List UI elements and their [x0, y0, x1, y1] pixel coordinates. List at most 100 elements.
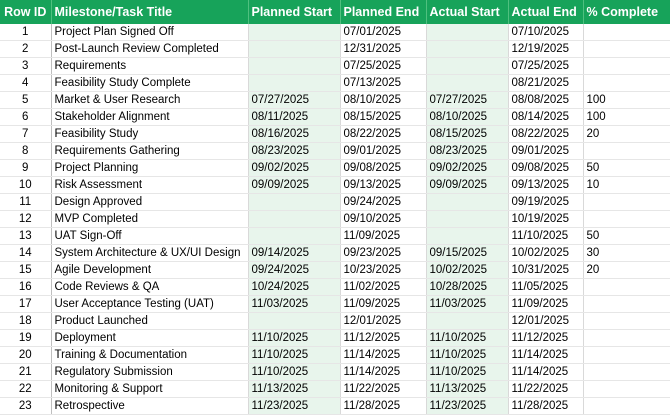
cell-title[interactable]: Stakeholder Alignment [51, 108, 249, 126]
cell-planned-start[interactable] [248, 312, 341, 330]
cell-title[interactable]: MVP Completed [51, 210, 249, 228]
cell-planned-start[interactable] [248, 57, 341, 75]
cell-title[interactable]: Design Approved [51, 193, 249, 211]
cell-title[interactable]: Project Plan Signed Off [51, 24, 249, 41]
cell-actual-end[interactable]: 08/22/2025 [508, 125, 584, 143]
header-planned-end[interactable]: Planned End [340, 0, 427, 24]
cell-title[interactable]: Agile Development [51, 261, 249, 279]
cell-planned-start[interactable]: 07/27/2025 [248, 91, 341, 109]
cell-actual-start[interactable] [426, 312, 509, 330]
cell-row-id[interactable]: 1 [0, 24, 52, 41]
cell-planned-start[interactable]: 11/10/2025 [248, 363, 341, 381]
cell-row-id[interactable]: 19 [0, 329, 52, 347]
cell-row-id[interactable]: 6 [0, 108, 52, 126]
cell-planned-end[interactable]: 09/13/2025 [340, 176, 427, 194]
cell-row-id[interactable]: 5 [0, 91, 52, 109]
cell-percent-complete[interactable] [583, 142, 670, 160]
cell-planned-start[interactable]: 11/13/2025 [248, 380, 341, 398]
cell-planned-start[interactable] [248, 74, 341, 92]
cell-actual-start[interactable]: 11/10/2025 [426, 346, 509, 364]
cell-planned-start[interactable] [248, 210, 341, 228]
cell-row-id[interactable]: 23 [0, 397, 52, 415]
cell-percent-complete[interactable]: 50 [583, 159, 670, 177]
cell-actual-end[interactable]: 10/19/2025 [508, 210, 584, 228]
cell-percent-complete[interactable]: 20 [583, 261, 670, 279]
cell-actual-start[interactable]: 10/02/2025 [426, 261, 509, 279]
cell-planned-start[interactable] [248, 227, 341, 245]
cell-title[interactable]: Feasibility Study Complete [51, 74, 249, 92]
cell-percent-complete[interactable] [583, 74, 670, 92]
cell-percent-complete[interactable]: 20 [583, 125, 670, 143]
cell-percent-complete[interactable]: 100 [583, 91, 670, 109]
cell-title[interactable]: System Architecture & UX/UI Design [51, 244, 249, 262]
cell-planned-start[interactable]: 08/23/2025 [248, 142, 341, 160]
cell-actual-end[interactable]: 11/12/2025 [508, 329, 584, 347]
cell-planned-end[interactable]: 11/22/2025 [340, 380, 427, 398]
cell-actual-end[interactable]: 12/19/2025 [508, 40, 584, 58]
cell-row-id[interactable]: 7 [0, 125, 52, 143]
cell-planned-start[interactable]: 09/09/2025 [248, 176, 341, 194]
cell-actual-start[interactable]: 09/02/2025 [426, 159, 509, 177]
cell-planned-start[interactable]: 11/03/2025 [248, 295, 341, 313]
header-row-id[interactable]: Row ID [0, 0, 52, 24]
cell-planned-end[interactable]: 11/28/2025 [340, 397, 427, 415]
cell-actual-end[interactable]: 09/13/2025 [508, 176, 584, 194]
cell-title[interactable]: Feasibility Study [51, 125, 249, 143]
cell-actual-start[interactable] [426, 57, 509, 75]
cell-percent-complete[interactable] [583, 363, 670, 381]
cell-row-id[interactable]: 3 [0, 57, 52, 75]
cell-planned-start[interactable] [248, 40, 341, 58]
cell-row-id[interactable]: 4 [0, 74, 52, 92]
cell-actual-start[interactable]: 07/27/2025 [426, 91, 509, 109]
header-actual-end[interactable]: Actual End [508, 0, 584, 24]
cell-actual-end[interactable]: 12/01/2025 [508, 312, 584, 330]
header-actual-start[interactable]: Actual Start [426, 0, 509, 24]
cell-title[interactable]: Post-Launch Review Completed [51, 40, 249, 58]
cell-actual-start[interactable] [426, 40, 509, 58]
cell-percent-complete[interactable] [583, 329, 670, 347]
cell-planned-end[interactable]: 09/23/2025 [340, 244, 427, 262]
cell-actual-start[interactable] [426, 74, 509, 92]
header-title[interactable]: Milestone/Task Title [51, 0, 249, 24]
cell-actual-start[interactable]: 11/23/2025 [426, 397, 509, 415]
cell-actual-start[interactable] [426, 24, 509, 41]
cell-actual-start[interactable]: 08/10/2025 [426, 108, 509, 126]
cell-actual-start[interactable]: 11/03/2025 [426, 295, 509, 313]
cell-planned-end[interactable]: 07/01/2025 [340, 24, 427, 41]
cell-planned-start[interactable]: 08/16/2025 [248, 125, 341, 143]
cell-row-id[interactable]: 15 [0, 261, 52, 279]
cell-row-id[interactable]: 16 [0, 278, 52, 296]
cell-actual-start[interactable] [426, 193, 509, 211]
header-planned-start[interactable]: Planned Start [248, 0, 341, 24]
cell-planned-end[interactable]: 10/23/2025 [340, 261, 427, 279]
cell-planned-start[interactable]: 10/24/2025 [248, 278, 341, 296]
cell-percent-complete[interactable] [583, 40, 670, 58]
cell-planned-start[interactable] [248, 193, 341, 211]
cell-actual-end[interactable]: 11/10/2025 [508, 227, 584, 245]
cell-actual-end[interactable]: 09/08/2025 [508, 159, 584, 177]
cell-actual-start[interactable]: 11/13/2025 [426, 380, 509, 398]
cell-row-id[interactable]: 8 [0, 142, 52, 160]
cell-title[interactable]: Product Launched [51, 312, 249, 330]
cell-actual-start[interactable] [426, 210, 509, 228]
cell-percent-complete[interactable] [583, 346, 670, 364]
cell-planned-start[interactable]: 11/10/2025 [248, 346, 341, 364]
cell-actual-end[interactable]: 11/28/2025 [508, 397, 584, 415]
header-percent-complete[interactable]: % Complete [583, 0, 670, 24]
cell-planned-end[interactable]: 11/02/2025 [340, 278, 427, 296]
cell-actual-start[interactable]: 11/10/2025 [426, 329, 509, 347]
cell-planned-end[interactable]: 07/25/2025 [340, 57, 427, 75]
cell-planned-end[interactable]: 09/08/2025 [340, 159, 427, 177]
cell-title[interactable]: Training & Documentation [51, 346, 249, 364]
cell-planned-end[interactable]: 08/10/2025 [340, 91, 427, 109]
cell-actual-start[interactable]: 08/23/2025 [426, 142, 509, 160]
cell-actual-start[interactable]: 08/15/2025 [426, 125, 509, 143]
cell-planned-end[interactable]: 11/09/2025 [340, 227, 427, 245]
cell-percent-complete[interactable] [583, 380, 670, 398]
cell-planned-start[interactable]: 09/14/2025 [248, 244, 341, 262]
cell-actual-end[interactable]: 11/22/2025 [508, 380, 584, 398]
cell-percent-complete[interactable] [583, 295, 670, 313]
cell-title[interactable]: Requirements [51, 57, 249, 75]
cell-title[interactable]: Risk Assessment [51, 176, 249, 194]
cell-actual-end[interactable]: 08/08/2025 [508, 91, 584, 109]
